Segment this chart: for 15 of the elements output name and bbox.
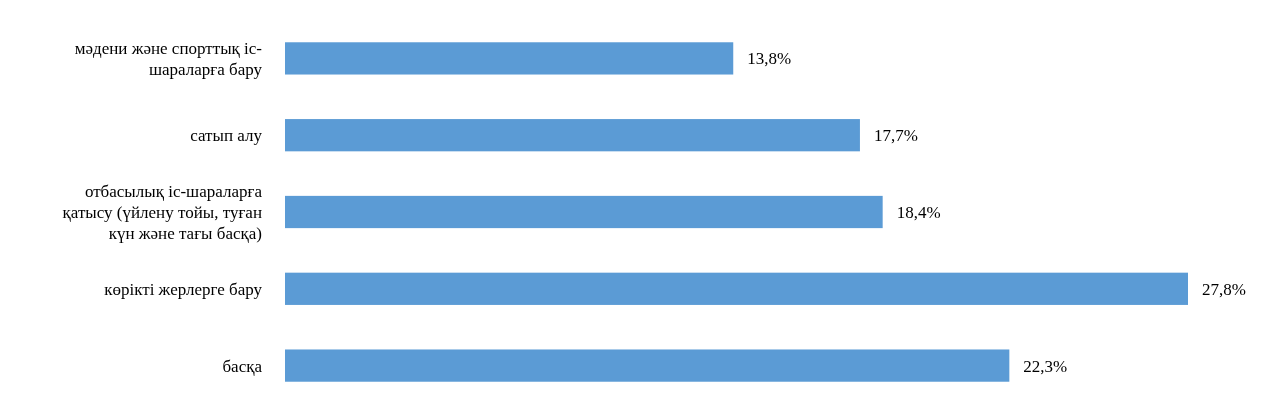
data-label: 18,4% [896,202,941,222]
y-tick-label: көрікті жерлерге бару [104,279,263,299]
data-label: 27,8% [1202,279,1246,299]
data-label: 22,3% [1023,356,1068,376]
y-tick-label: сатып алу [190,126,263,146]
y-tick-label: басқа [222,356,263,376]
y-tick-label: мәдени және спорттық іс-шараларға бару [74,38,263,79]
bar [285,272,1188,305]
data-label: 13,8% [747,49,792,69]
bar [285,119,860,152]
bar [285,42,734,75]
y-tick-label: отбасылық іс-шараларға қатысу (үйлену тойы, туған күн және тағы басқа) [62,181,263,243]
bar [285,195,883,229]
data-label: 17,7% [873,126,918,146]
bar [285,349,1010,382]
